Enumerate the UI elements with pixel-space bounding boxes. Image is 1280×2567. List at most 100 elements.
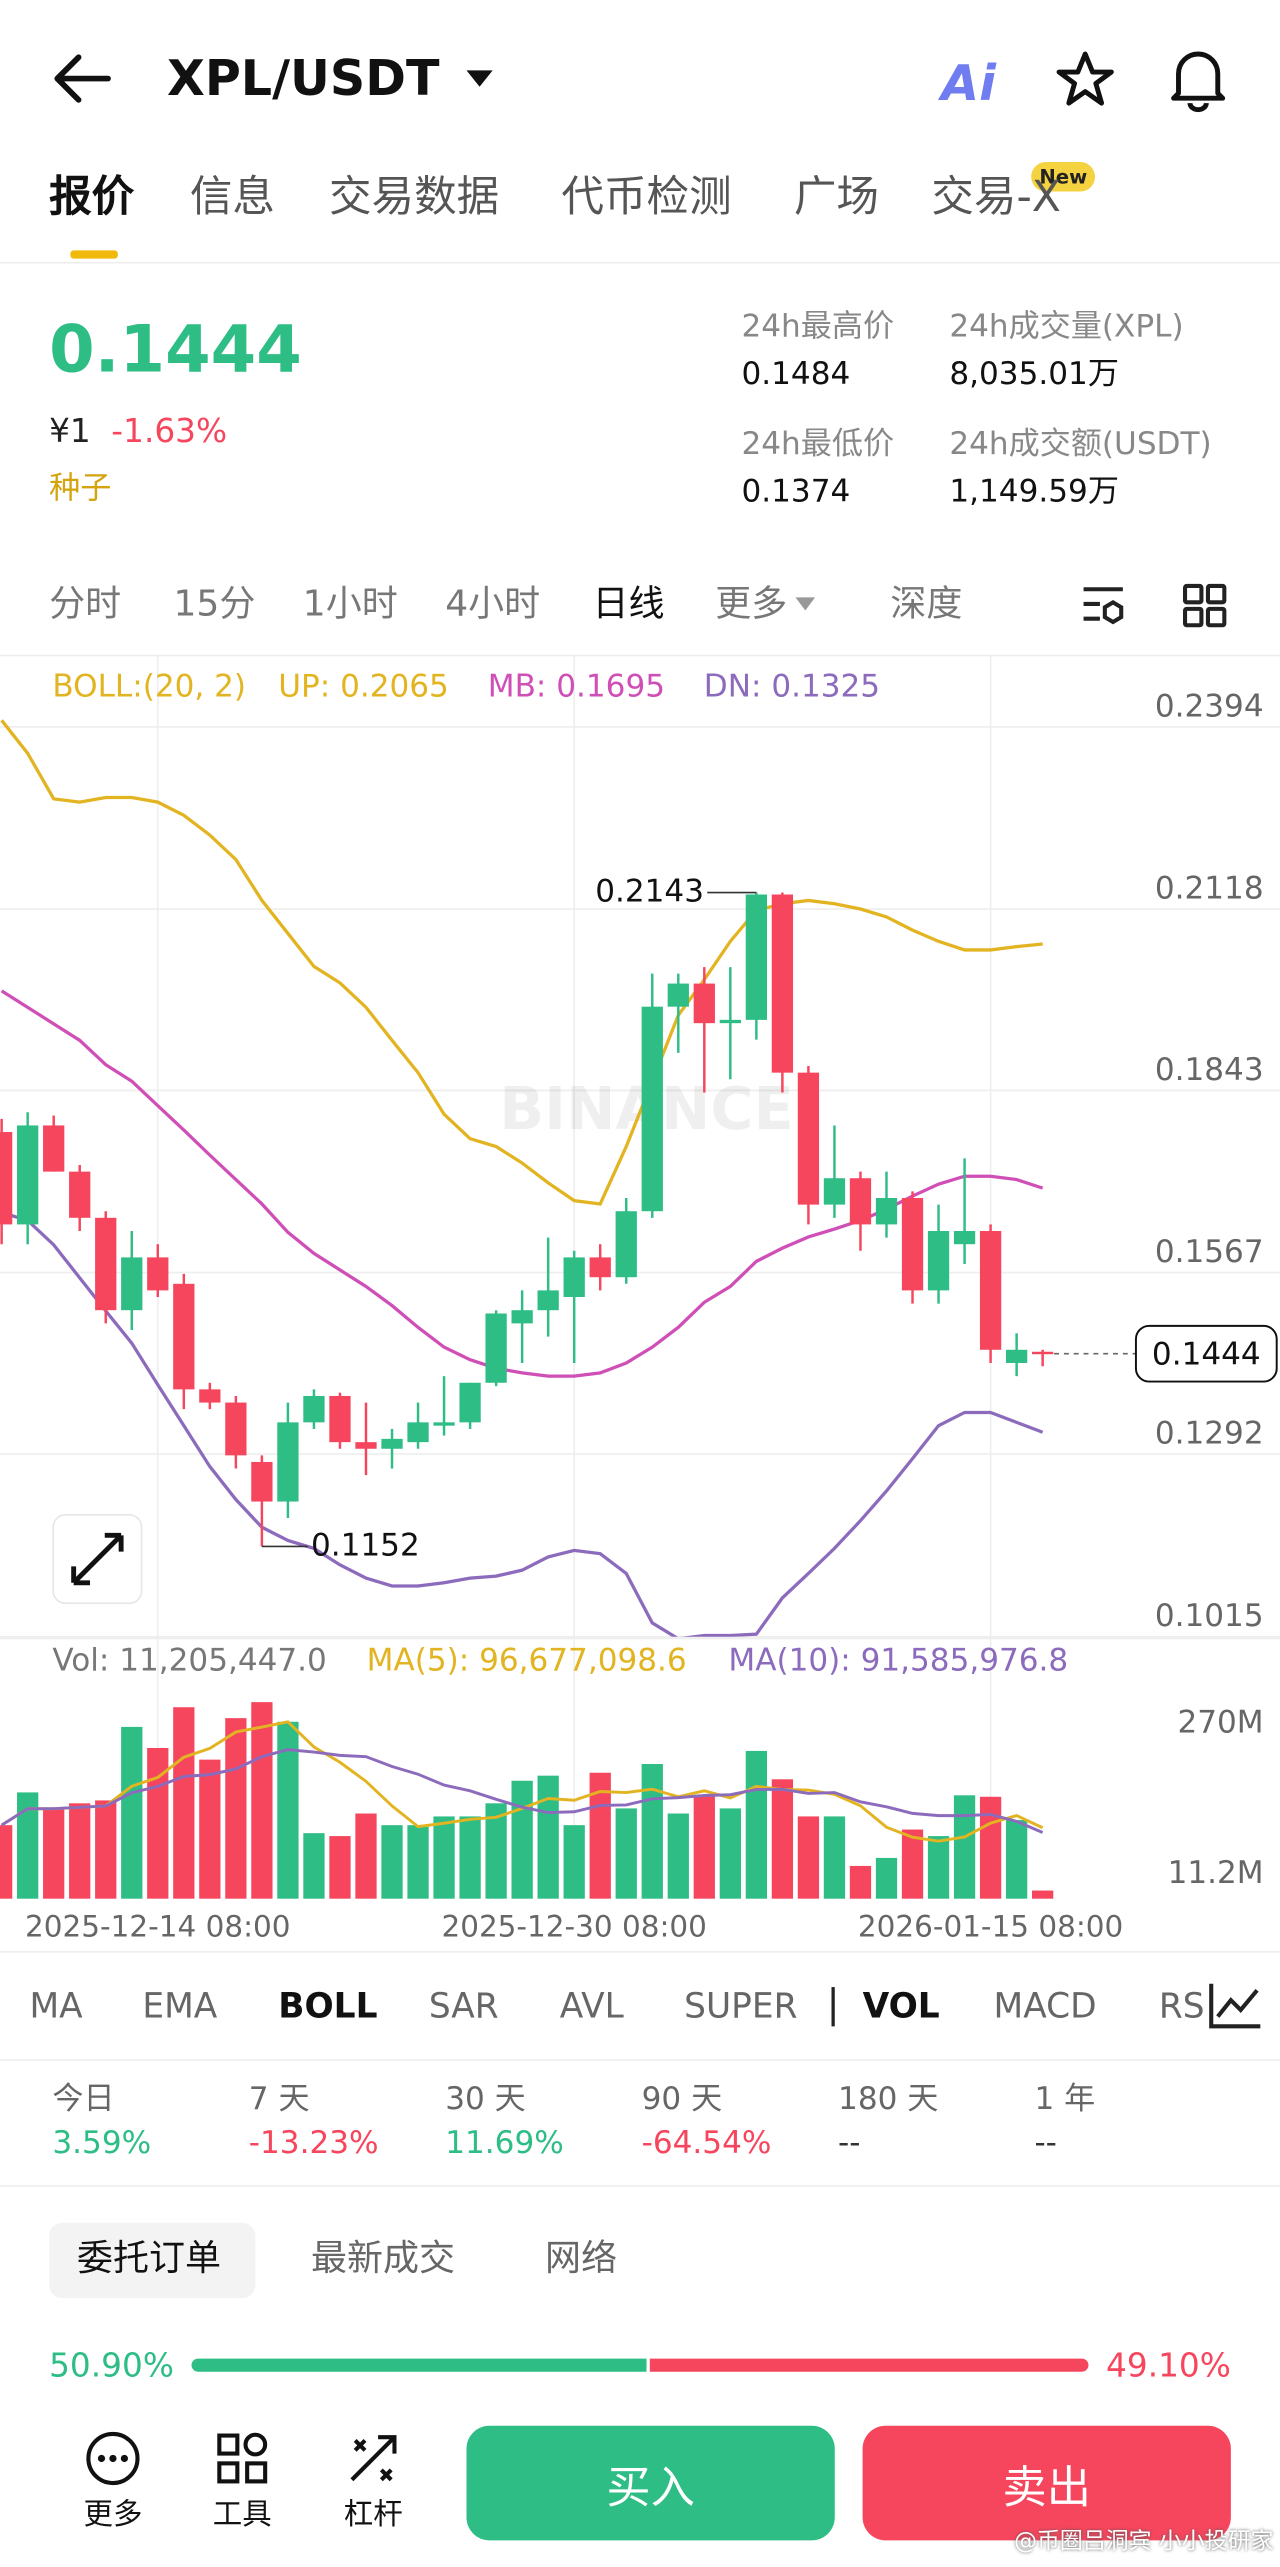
- volume-bar: [407, 1825, 429, 1899]
- divider: [0, 2185, 1280, 2187]
- tools-icon[interactable]: [214, 2431, 270, 2487]
- tab[interactable]: 信息: [189, 173, 276, 223]
- order-tab[interactable]: 网络: [545, 2239, 618, 2281]
- interval[interactable]: 15分: [173, 584, 256, 626]
- indicator-icon: [1209, 1983, 1261, 2029]
- active-tab-bg: [49, 2222, 256, 2299]
- more-label[interactable]: 更多: [83, 2497, 143, 2533]
- expand-button[interactable]: [52, 1514, 143, 1605]
- candle-body: [849, 1178, 872, 1225]
- pair-caret[interactable]: [463, 67, 496, 90]
- volume-bar: [719, 1808, 741, 1899]
- sell-button[interactable]: 卖出: [862, 2425, 1231, 2541]
- indicator-tab[interactable]: MA: [29, 1986, 83, 2026]
- candle-body: [563, 1257, 585, 1297]
- perf-value: 3.59%: [52, 2125, 152, 2162]
- order-tab[interactable]: 委托订单: [76, 2239, 221, 2281]
- indicator-tab[interactable]: SUPER: [684, 1986, 798, 2026]
- stat-label: 24h最高价: [741, 308, 895, 345]
- y-tick-label: 0.1567: [1155, 1234, 1264, 1270]
- volume-bar: [0, 1825, 13, 1899]
- watermark: @币圈吕洞宾 小小投研家: [1014, 2528, 1274, 2556]
- volume-bar: [693, 1795, 715, 1899]
- candle-body: [667, 983, 689, 1007]
- indicator-tab[interactable]: AVL: [559, 1986, 624, 2026]
- band-label: UP: 0.2065: [278, 668, 449, 704]
- tab[interactable]: 广场: [793, 173, 879, 223]
- band-line: [0, 719, 1043, 1206]
- interval[interactable]: 1小时: [302, 584, 398, 626]
- band-line: [1, 1210, 1044, 1637]
- buy-button[interactable]: 买入: [466, 2425, 835, 2541]
- leverage-icon[interactable]: [345, 2431, 401, 2487]
- stat-value: 8,035.01万: [949, 356, 1119, 393]
- more-caret[interactable]: [794, 596, 817, 612]
- new-badge: New: [1031, 162, 1096, 192]
- candle-body: [0, 1132, 13, 1225]
- indicator-tab[interactable]: MACD: [993, 1986, 1097, 2026]
- tab-underline: [70, 250, 118, 259]
- perf-label: 今日: [52, 2081, 115, 2118]
- volume-bar: [615, 1808, 637, 1899]
- more-icon[interactable]: [85, 2431, 141, 2487]
- volume-bar: [329, 1836, 351, 1899]
- interval[interactable]: 分时: [49, 584, 122, 626]
- indicator-tab[interactable]: SAR: [428, 1986, 499, 2026]
- x-tick-label: 2025-12-30 08:00: [441, 1910, 706, 1944]
- candle-body: [43, 1125, 65, 1172]
- layout-icon[interactable]: [1182, 583, 1228, 629]
- order-tab[interactable]: 最新成交: [310, 2239, 456, 2281]
- interval[interactable]: 日线: [592, 584, 665, 626]
- tools-label[interactable]: 工具: [212, 2497, 272, 2533]
- ma-label: MA(5): 96,677,098.6: [367, 1642, 687, 1678]
- back-icon[interactable]: [49, 49, 114, 108]
- candle-body: [511, 1310, 533, 1324]
- volume-bar: [485, 1803, 507, 1899]
- band-label: MB: 0.1695: [488, 668, 665, 704]
- star-icon[interactable]: [1054, 49, 1116, 111]
- indicator-tab[interactable]: BOLL: [278, 1986, 378, 2026]
- volume-bar: [537, 1775, 559, 1899]
- volume-bar: [745, 1750, 768, 1899]
- volume-bar: [433, 1816, 455, 1899]
- separator: [831, 1987, 835, 2027]
- indicator-settings[interactable]: [1194, 1964, 1280, 2050]
- volume-bar: [225, 1718, 247, 1899]
- perf-label: 30 天: [445, 2081, 526, 2118]
- candle-body: [979, 1231, 1002, 1350]
- indicator-tab[interactable]: EMA: [142, 1986, 218, 2026]
- boll-title: BOLL:(20, 2): [52, 668, 246, 704]
- candle-body: [641, 1006, 663, 1212]
- interval[interactable]: 4小时: [445, 584, 541, 626]
- ma-line: [0, 1748, 1044, 1834]
- volume-bar: [303, 1833, 325, 1899]
- candle-body: [355, 1442, 377, 1449]
- candle-body: [797, 1072, 820, 1205]
- expand-icon: [71, 1532, 124, 1586]
- indicator-tab[interactable]: VOL: [862, 1986, 940, 2026]
- tab[interactable]: 交易-X: [931, 173, 1061, 223]
- tab[interactable]: 代币检测: [561, 173, 732, 223]
- tab[interactable]: 交易数据: [328, 173, 500, 223]
- buy-ratio-label: 50.90%: [49, 2345, 174, 2385]
- bell-icon[interactable]: [1165, 44, 1230, 113]
- ma-label: MA(10): 91,585,976.8: [728, 1642, 1068, 1678]
- tab[interactable]: 报价: [49, 173, 135, 223]
- perf-value: 11.69%: [445, 2125, 564, 2162]
- volume-bar: [771, 1779, 794, 1899]
- interval[interactable]: 深度: [890, 584, 963, 626]
- volume-bar: [563, 1825, 585, 1899]
- settings-icon[interactable]: [1080, 583, 1129, 629]
- volume-bar: [667, 1813, 689, 1899]
- kline-chart: 0.2394 0.2118 0.1843 0.1567 0.1292 0.1015 2025…: [0, 654, 1280, 1944]
- indicator-tab[interactable]: RS: [1158, 1986, 1205, 2026]
- perf-value: --: [838, 2125, 861, 2162]
- leverage-label[interactable]: 杠杆: [343, 2497, 403, 2533]
- stat-label: 24h成交量(XPL): [949, 308, 1184, 345]
- candle-body: [199, 1389, 221, 1403]
- candle-body: [615, 1211, 637, 1278]
- pair-title[interactable]: XPL/USDT: [166, 50, 440, 109]
- interval[interactable]: 更多: [715, 584, 788, 626]
- ai-icon[interactable]: Ai: [941, 55, 997, 113]
